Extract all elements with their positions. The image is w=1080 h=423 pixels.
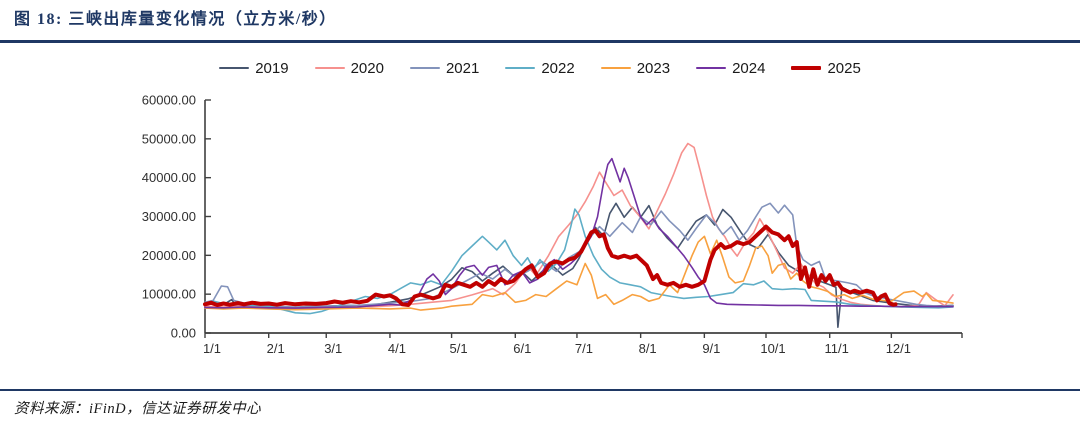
legend-swatch-2020 [314,66,345,70]
x-tick-label: 8/1 [639,341,657,356]
x-tick-label: 2/1 [267,341,285,356]
x-tick-label: 10/1 [760,341,785,356]
legend-swatch-2025 [791,65,822,71]
legend-swatch-2023 [600,66,631,70]
legend-label: 2022 [541,59,575,77]
x-tick-label: 1/1 [203,341,221,356]
y-tick-label: 20000.00 [142,248,196,263]
x-tick-label: 12/1 [886,341,911,356]
legend-swatch-2019 [219,66,250,70]
legend-item-2024: 2024 [696,60,765,77]
y-tick-label: 30000.00 [142,209,196,224]
legend-label: 2021 [445,59,480,77]
legend-swatch-2021 [409,66,440,70]
source-note: 资料来源：iFinD，信达证券研发中心 [14,401,262,417]
x-tick-label: 11/1 [825,341,849,356]
figure-title: 图 18: 三峡出库量变化情况（立方米/秒） [14,11,337,28]
y-tick-label: 40000.00 [142,170,196,185]
series-line-2024 [204,157,954,309]
y-tick-label: 50000.00 [142,131,196,146]
x-tick-label: 9/1 [702,341,720,356]
x-tick-label: 4/1 [388,341,406,356]
legend-label: 2019 [255,59,289,77]
footer-rule [0,389,1080,391]
legend-label: 2020 [350,59,384,77]
series-line-2020 [204,142,954,310]
legend-label: 2023 [636,59,671,77]
header-rule [0,40,1080,43]
legend-item-2023: 2023 [600,59,671,77]
series-line-2021 [204,202,954,308]
legend-label: 2025 [827,59,861,77]
x-tick-label: 7/1 [575,341,593,356]
legend-item-2019: 2019 [219,59,289,77]
y-tick-label: 0.00 [171,326,196,341]
y-tick-label: 10000.00 [142,287,196,302]
series-line-2025 [203,224,898,307]
x-tick-label: 3/1 [324,341,342,356]
x-tick-label: 6/1 [513,341,531,356]
legend-swatch-2024 [696,66,727,70]
x-tick-label: 5/1 [450,341,468,356]
legend-item-2020: 2020 [314,59,384,77]
legend-label: 2024 [732,59,766,77]
y-tick-label: 60000.00 [142,93,196,108]
legend-swatch-2022 [505,66,536,70]
chart-legend: 2019 2020 2021 2022 2023 2024 2025 [0,56,1080,80]
legend-item-2025: 2025 [791,59,861,77]
legend-item-2021: 2021 [409,59,480,77]
legend-item-2022: 2022 [505,59,575,77]
